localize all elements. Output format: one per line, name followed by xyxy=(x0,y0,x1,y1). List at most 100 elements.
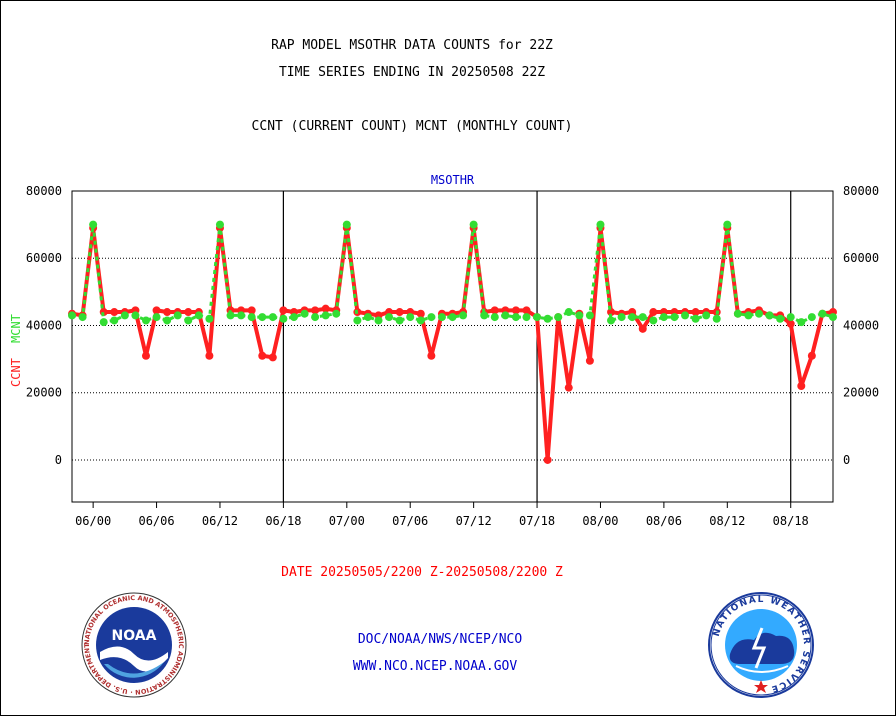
data-point-mcnt xyxy=(385,313,394,322)
data-point-mcnt xyxy=(68,311,76,320)
x-tick-label: 08/18 xyxy=(773,514,809,528)
data-point-ccnt xyxy=(807,351,816,360)
data-point-mcnt xyxy=(723,220,732,229)
data-point-mcnt xyxy=(427,313,436,322)
data-point-mcnt xyxy=(490,313,499,322)
y-axis-label-mcnt: MCNT xyxy=(9,314,23,343)
data-point-mcnt xyxy=(575,311,584,320)
x-tick-label: 06/18 xyxy=(265,514,301,528)
data-point-ccnt xyxy=(691,308,700,317)
data-point-ccnt xyxy=(490,306,499,315)
data-point-mcnt xyxy=(596,220,605,229)
x-tick-label: 06/00 xyxy=(75,514,111,528)
nws-logo: NATIONAL WEATHER SERVICE xyxy=(708,592,814,698)
data-point-ccnt xyxy=(141,351,150,360)
data-point-mcnt xyxy=(829,313,837,322)
x-tick-label: 08/06 xyxy=(646,514,682,528)
y-tick-label-right: 0 xyxy=(843,453,850,467)
data-point-ccnt xyxy=(205,351,214,360)
data-point-mcnt xyxy=(670,313,679,322)
data-point-ccnt xyxy=(564,383,573,392)
data-point-mcnt xyxy=(437,313,446,322)
data-point-mcnt xyxy=(163,316,172,325)
y-tick-label-left: 40000 xyxy=(26,318,62,332)
data-point-ccnt xyxy=(797,382,806,391)
data-point-ccnt xyxy=(786,319,795,328)
data-point-mcnt xyxy=(395,316,404,325)
data-point-mcnt xyxy=(776,314,785,323)
date-range-label: DATE 20250505/2200 Z-20250508/2200 Z xyxy=(281,565,563,580)
data-point-mcnt xyxy=(120,311,129,320)
x-tick-label: 07/12 xyxy=(456,514,492,528)
website-link[interactable]: WWW.NCO.NCEP.NOAA.GOV xyxy=(352,659,518,674)
data-point-ccnt xyxy=(163,308,172,317)
data-point-ccnt xyxy=(110,308,119,317)
data-point-ccnt xyxy=(649,308,658,317)
data-point-mcnt xyxy=(554,313,563,322)
x-tick-label: 08/00 xyxy=(582,514,618,528)
data-point-mcnt xyxy=(585,311,594,320)
data-point-mcnt xyxy=(363,313,372,322)
data-point-ccnt xyxy=(279,306,288,315)
data-point-mcnt xyxy=(247,313,256,322)
data-point-mcnt xyxy=(237,311,246,320)
data-point-mcnt xyxy=(152,313,161,322)
org-line: DOC/NOAA/NWS/NCEP/NCO xyxy=(357,632,523,647)
data-point-mcnt xyxy=(691,314,700,323)
x-tick-label: 07/00 xyxy=(329,514,365,528)
y-tick-label-right: 60000 xyxy=(843,251,879,265)
data-point-ccnt xyxy=(522,306,531,315)
noaa-logo: NATIONAL OCEANIC AND ATMOSPHERIC ADMINIS… xyxy=(80,592,187,698)
data-point-ccnt xyxy=(152,306,161,315)
data-point-ccnt xyxy=(258,351,267,360)
data-point-ccnt xyxy=(321,304,330,313)
series-line-ccnt xyxy=(71,226,834,462)
data-point-mcnt xyxy=(89,220,98,229)
data-point-mcnt xyxy=(628,313,637,322)
x-tick-label: 08/12 xyxy=(709,514,745,528)
data-point-mcnt xyxy=(702,311,711,320)
data-point-mcnt xyxy=(459,311,468,320)
data-point-mcnt xyxy=(469,220,478,229)
data-point-mcnt xyxy=(205,314,214,323)
data-point-mcnt xyxy=(607,316,616,325)
data-point-ccnt xyxy=(427,351,436,360)
x-tick-label: 07/06 xyxy=(392,514,428,528)
data-point-mcnt xyxy=(617,313,626,322)
y-tick-label-left: 80000 xyxy=(26,184,62,198)
data-point-mcnt xyxy=(681,311,690,320)
data-point-mcnt xyxy=(786,313,795,322)
data-point-mcnt xyxy=(110,316,119,325)
data-point-mcnt xyxy=(564,308,573,317)
x-tick-label: 07/18 xyxy=(519,514,555,528)
data-point-mcnt xyxy=(416,316,425,325)
y-tick-label-left: 0 xyxy=(55,453,62,467)
data-point-mcnt xyxy=(480,311,489,320)
data-point-ccnt xyxy=(543,455,552,464)
data-point-mcnt xyxy=(99,318,108,327)
data-point-mcnt xyxy=(543,314,552,323)
data-point-ccnt xyxy=(416,309,425,318)
data-point-ccnt xyxy=(395,308,404,317)
data-point-mcnt xyxy=(511,313,520,322)
chart-title-line1: RAP MODEL MSOTHR DATA COUNTS for 22Z xyxy=(271,38,553,53)
data-point-mcnt xyxy=(78,313,87,322)
data-point-mcnt xyxy=(279,314,288,323)
data-point-mcnt xyxy=(533,313,542,322)
data-point-mcnt xyxy=(173,311,182,320)
data-point-mcnt xyxy=(226,311,235,320)
data-point-mcnt xyxy=(184,316,193,325)
y-tick-label-left: 20000 xyxy=(26,386,62,400)
data-point-mcnt xyxy=(374,316,383,325)
data-point-mcnt xyxy=(141,316,150,325)
data-point-mcnt xyxy=(744,311,753,320)
data-point-mcnt xyxy=(311,313,320,322)
data-point-mcnt xyxy=(268,313,277,322)
data-point-mcnt xyxy=(332,309,341,318)
y-tick-label-left: 60000 xyxy=(26,251,62,265)
plot-area-frame xyxy=(71,190,834,503)
data-point-mcnt xyxy=(659,313,668,322)
data-point-mcnt xyxy=(649,316,658,325)
data-point-mcnt xyxy=(289,313,298,322)
